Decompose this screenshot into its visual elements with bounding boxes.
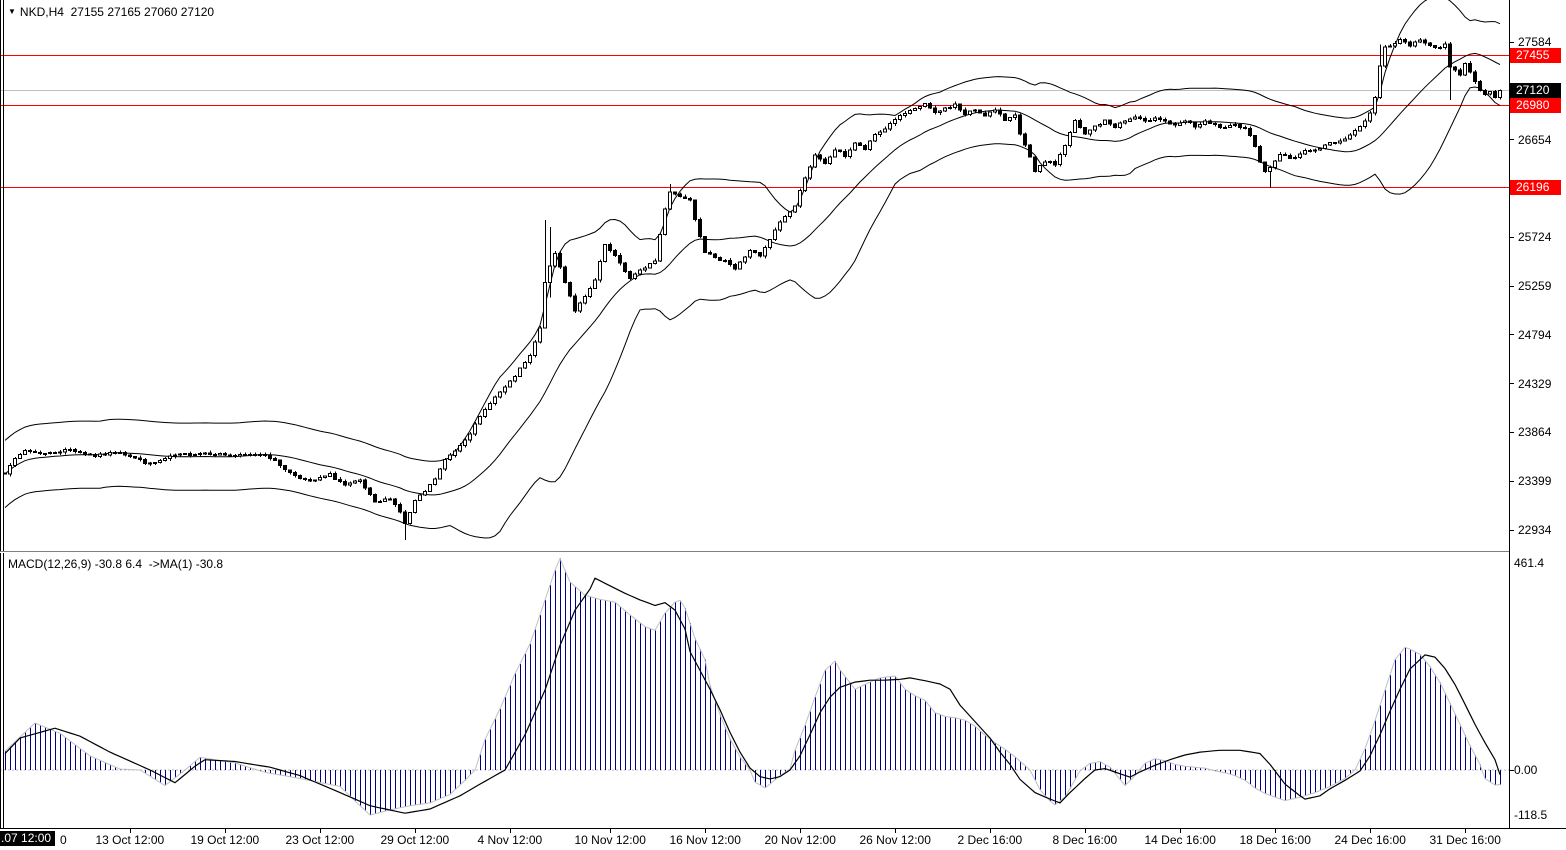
selected-time-badge: .07 12:00 — [0, 831, 56, 846]
price-tick-label: 27584 — [1518, 35, 1552, 49]
macd-axis-zero: 0.00 — [1514, 763, 1538, 777]
symbol-period-label: NKD,H4 — [19, 5, 64, 19]
window-left-border — [0, 0, 1, 828]
time-tick — [320, 829, 321, 833]
time-tick — [1465, 829, 1466, 833]
panel-separator[interactable] — [0, 551, 1509, 552]
time-tick — [225, 829, 226, 833]
time-tick-label: 19 Oct 12:00 — [190, 833, 260, 847]
time-tick — [610, 829, 611, 833]
bollinger-lower-line — [4, 86, 1501, 539]
time-tick — [800, 829, 801, 833]
symbol-dropdown-icon: ▼ — [8, 7, 16, 16]
time-tick — [990, 829, 991, 833]
time-tick — [1085, 829, 1086, 833]
candle-bodies — [3, 39, 1502, 525]
price-axis[interactable] — [1509, 0, 1566, 828]
time-tick-label: 18 Dec 16:00 — [1239, 833, 1311, 847]
price-tick-label: 25259 — [1518, 279, 1552, 293]
macd-axis-min: -118.5 — [1514, 808, 1548, 822]
time-tick — [1180, 829, 1181, 833]
time-tick-label: 10 Nov 12:00 — [574, 833, 646, 847]
time-tick — [130, 829, 131, 833]
time-tick-label: 24 Dec 16:00 — [1334, 833, 1406, 847]
candle-wicks — [5, 37, 1501, 540]
price-tick — [1509, 530, 1514, 531]
time-tick-label: 2 Dec 16:00 — [957, 833, 1023, 847]
candlestick-chart[interactable] — [0, 0, 1509, 552]
time-tick-label: 29 Oct 12:00 — [380, 833, 450, 847]
level-price-badge: 26196 — [1510, 180, 1561, 196]
price-axis-border — [1509, 0, 1510, 828]
time-tick-label: 8 Dec 16:00 — [1052, 833, 1118, 847]
price-tick-label: 25724 — [1518, 230, 1552, 245]
macd-chart[interactable] — [0, 553, 1509, 828]
price-tick — [1509, 139, 1514, 140]
price-tick — [1509, 432, 1514, 433]
time-axis-border — [0, 828, 1566, 829]
price-tick — [1509, 237, 1514, 238]
macd-envelope-line — [4, 557, 1501, 816]
time-tick — [510, 829, 511, 833]
macd-zero-tick — [1509, 770, 1514, 771]
price-tick — [1509, 481, 1514, 482]
price-tick — [1509, 42, 1514, 43]
time-tick — [895, 829, 896, 833]
level-price-badge: 27455 — [1510, 48, 1561, 64]
price-tick-label: 22934 — [1518, 523, 1552, 537]
window-left-border-inner — [3, 0, 4, 828]
price-tick-label: 23399 — [1518, 474, 1552, 489]
time-tick-label: 23 Oct 12:00 — [285, 833, 355, 847]
bollinger-middle-line — [4, 52, 1501, 496]
price-tick-label: 23864 — [1518, 425, 1552, 440]
time-tick-label: 16 Nov 12:00 — [669, 833, 741, 847]
macd-axis-max: 461.4 — [1514, 556, 1545, 570]
time-label-partial: 0 — [60, 833, 67, 847]
price-tick — [1509, 334, 1514, 335]
ohlc-readout: 27155 27165 27060 27120 — [70, 5, 215, 19]
time-tick — [415, 829, 416, 833]
time-tick-label: 14 Dec 16:00 — [1144, 833, 1216, 847]
price-tick-label: 24329 — [1518, 376, 1552, 391]
time-tick-label: 26 Nov 12:00 — [859, 833, 931, 847]
bollinger-upper-line — [4, 0, 1501, 462]
macd-indicator-label: MACD(12,26,9) -30.8 6.4 ->MA(1) -30.8 — [8, 557, 224, 571]
time-tick — [1275, 829, 1276, 833]
price-tick-label: 26654 — [1518, 132, 1552, 147]
time-tick-label: 31 Dec 16:00 — [1429, 833, 1501, 847]
time-tick-label: 13 Oct 12:00 — [95, 833, 165, 847]
price-tick — [1509, 286, 1514, 287]
time-tick-label: 20 Nov 12:00 — [764, 833, 836, 847]
level-price-badge: 26980 — [1510, 97, 1561, 113]
macd-signal-line — [4, 577, 1501, 814]
chart-title: ▼ NKD,H4 27155 27165 27060 27120 — [8, 5, 214, 19]
time-axis[interactable]: .07 12:00 0 13 Oct 12:00 19 Oct 12:00 23 O… — [0, 829, 1566, 850]
panel-separator-highlight — [0, 552, 1509, 553]
time-tick — [705, 829, 706, 833]
time-tick — [1370, 829, 1371, 833]
price-tick — [1509, 383, 1514, 384]
price-tick-label: 24794 — [1518, 327, 1552, 342]
current-price-badge: 27120 — [1510, 83, 1561, 99]
time-tick-label: 4 Nov 12:00 — [477, 833, 543, 847]
